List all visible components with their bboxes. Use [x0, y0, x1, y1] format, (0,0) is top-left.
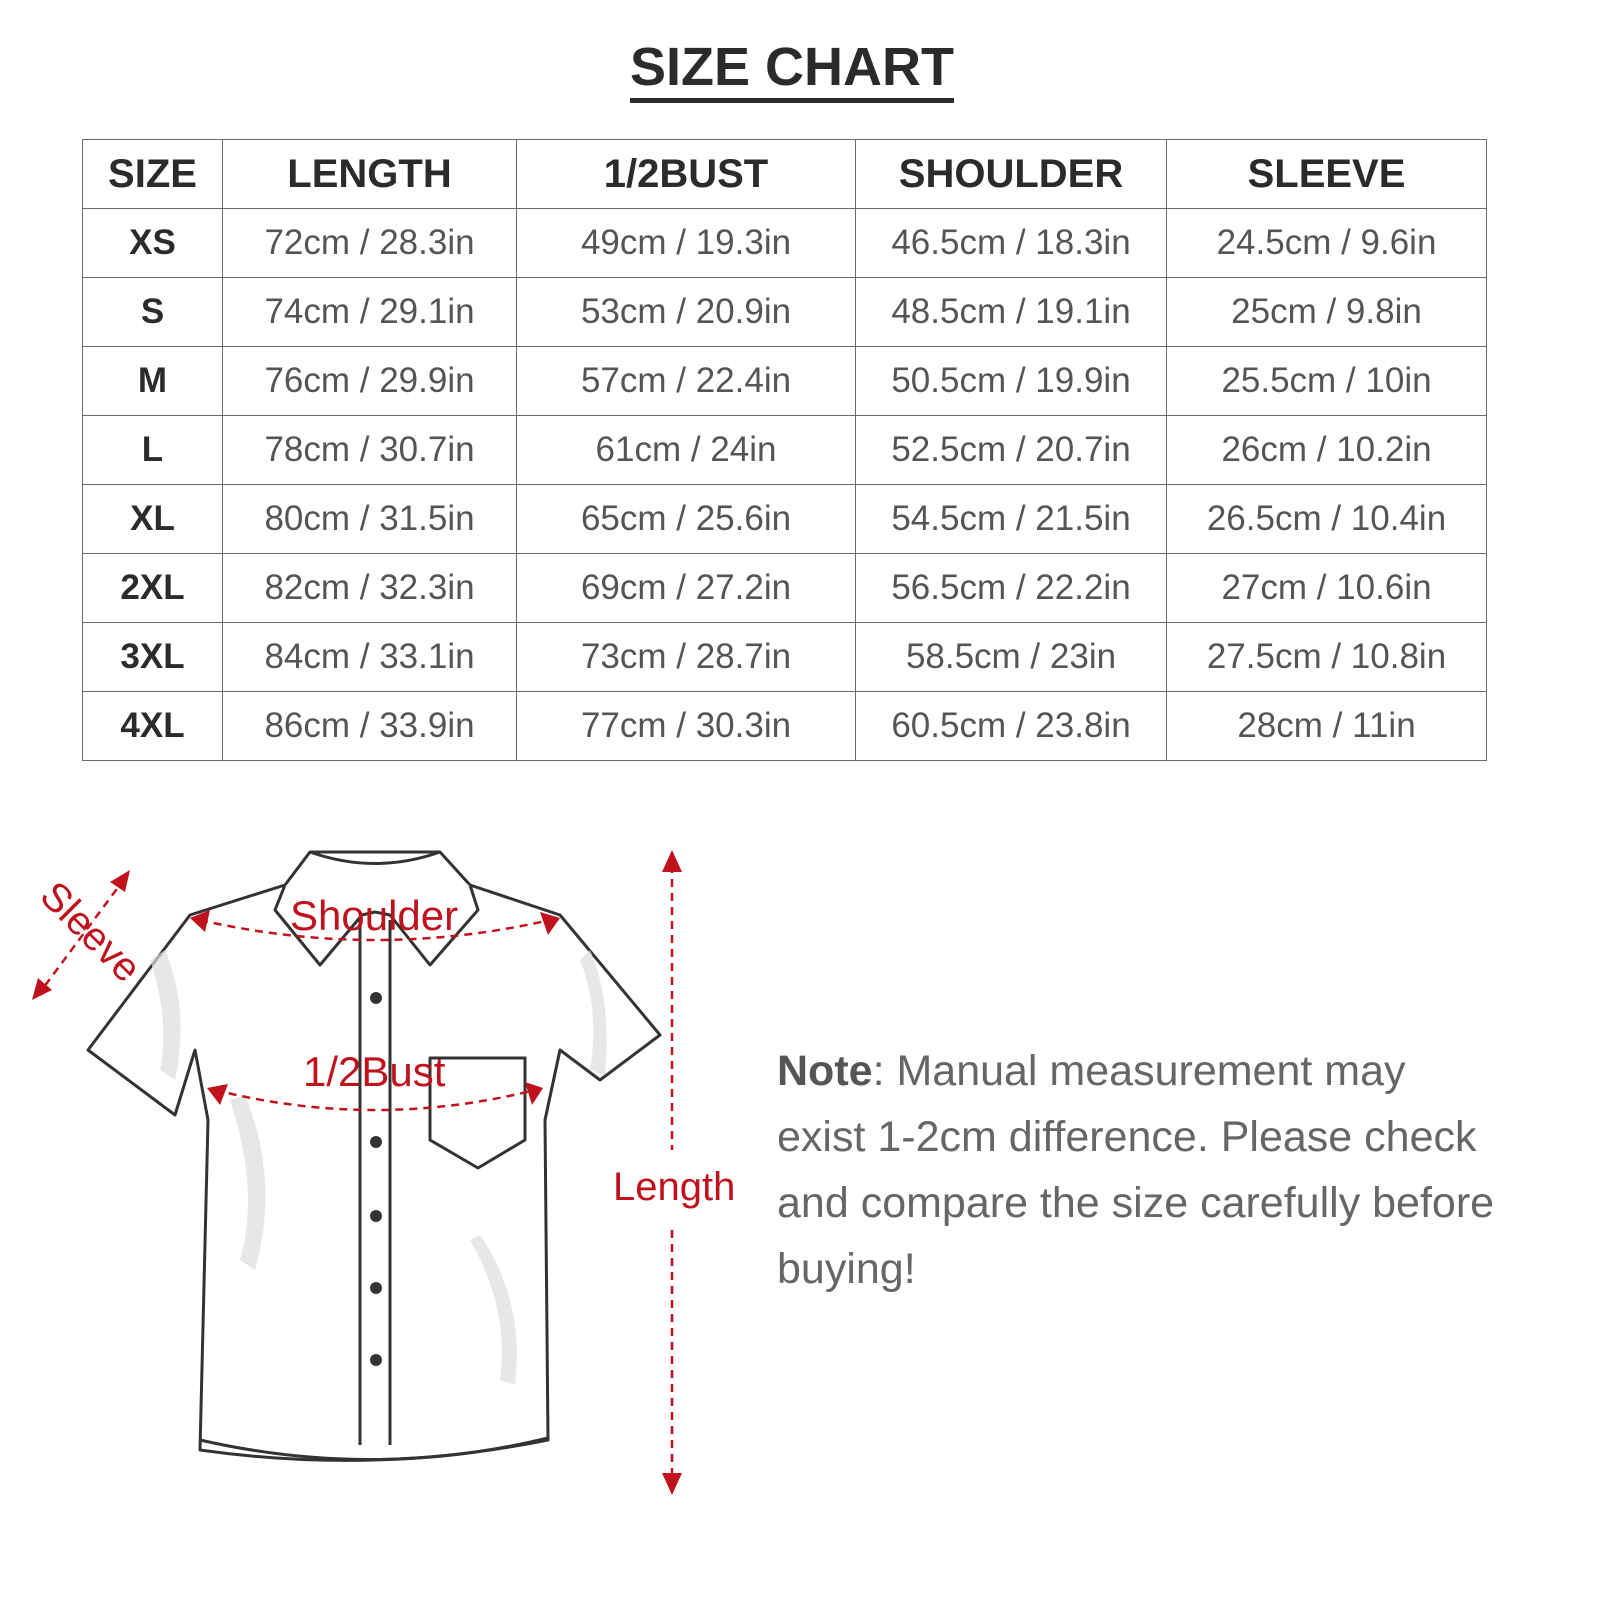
measurement-cell: 26cm / 10.2in [1166, 415, 1487, 485]
measurement-cell: 48.5cm / 19.1in [855, 277, 1167, 347]
column-header: 1/2BUST [516, 139, 856, 209]
measurement-cell: 69cm / 27.2in [516, 553, 856, 623]
shirt-shading [150, 950, 607, 1385]
table-row: 4XL 86cm / 33.9in 77cm / 30.3in 60.5cm / 23… [82, 691, 1487, 761]
measurement-cell: 65cm / 25.6in [516, 484, 856, 554]
measurement-cell: 25cm / 9.8in [1166, 277, 1487, 347]
length-label: Length [613, 1165, 735, 1209]
measurement-cell: 56.5cm / 22.2in [855, 553, 1167, 623]
measurement-cell: 46.5cm / 18.3in [855, 208, 1167, 278]
note-text: : Manual measurement may exist 1-2cm dif… [777, 1047, 1495, 1293]
measurement-cell: 52.5cm / 20.7in [855, 415, 1167, 485]
measurement-cell: 25.5cm / 10in [1166, 346, 1487, 416]
measurement-cell: 58.5cm / 23in [855, 622, 1167, 692]
column-header: SLEEVE [1166, 139, 1487, 209]
table-row: 2XL 82cm / 32.3in 69cm / 27.2in 56.5cm / 22… [82, 553, 1487, 623]
measurement-cell: 76cm / 29.9in [222, 346, 517, 416]
measurement-cell: 26.5cm / 10.4in [1166, 484, 1487, 554]
table-row: S 74cm / 29.1in 53cm / 20.9in 48.5cm / 19.1… [82, 277, 1487, 347]
column-header: SHOULDER [855, 139, 1167, 209]
page-title: SIZE CHART [0, 36, 1584, 103]
measurement-cell: 50.5cm / 19.9in [855, 346, 1167, 416]
measure-lines [36, 865, 674, 1490]
measurement-cell: 27cm / 10.6in [1166, 553, 1487, 623]
size-cell: L [82, 415, 223, 485]
size-cell: 3XL [82, 622, 223, 692]
shirt-outline [86, 850, 662, 1462]
size-cell: XL [82, 484, 223, 554]
shirt-diagram: Shoulder 1/2Bust Length Sleeve [32, 850, 735, 1495]
measurement-cell: 54.5cm / 21.5in [855, 484, 1167, 554]
measurement-cell: 24.5cm / 9.6in [1166, 208, 1487, 278]
table-row: 3XL 84cm / 33.1in 73cm / 28.7in 58.5cm / 23… [82, 622, 1487, 692]
measurement-cell: 77cm / 30.3in [516, 691, 856, 761]
column-header: LENGTH [222, 139, 517, 209]
size-cell: S [82, 277, 223, 347]
size-table: SIZE LENGTH 1/2BUST SHOULDER SLEEVE XS 72cm /… [82, 139, 1487, 761]
table-row: XL 80cm / 31.5in 65cm / 25.6in 54.5cm / 21.… [82, 484, 1487, 554]
note-label: Note [777, 1047, 873, 1095]
measurement-cell: 72cm / 28.3in [222, 208, 517, 278]
measurement-cell: 73cm / 28.7in [516, 622, 856, 692]
size-cell: M [82, 346, 223, 416]
measurement-cell: 86cm / 33.9in [222, 691, 517, 761]
table-row: L 78cm / 30.7in 61cm / 24in 52.5cm / 20.7in… [82, 415, 1487, 485]
measurement-cell: 78cm / 30.7in [222, 415, 517, 485]
measurement-cell: 60.5cm / 23.8in [855, 691, 1167, 761]
table-row: M 76cm / 29.9in 57cm / 22.4in 50.5cm / 19.9… [82, 346, 1487, 416]
size-cell: 2XL [82, 553, 223, 623]
note: Note: Manual measurement may exist 1-2cm… [777, 1038, 1497, 1302]
table-header-row: SIZE LENGTH 1/2BUST SHOULDER SLEEVE [82, 139, 1487, 209]
measurement-cell: 61cm / 24in [516, 415, 856, 485]
sleeve-label: Sleeve [32, 873, 150, 991]
size-cell: XS [82, 208, 223, 278]
column-header: SIZE [82, 139, 223, 209]
measurement-cell: 80cm / 31.5in [222, 484, 517, 554]
measurement-cell: 28cm / 11in [1166, 691, 1487, 761]
bust-label: 1/2Bust [303, 1048, 446, 1095]
measurement-cell: 53cm / 20.9in [516, 277, 856, 347]
shoulder-label: Shoulder [290, 892, 458, 939]
size-cell: 4XL [82, 691, 223, 761]
table-row: XS 72cm / 28.3in 49cm / 19.3in 46.5cm / 18.… [82, 208, 1487, 278]
measurement-cell: 27.5cm / 10.8in [1166, 622, 1487, 692]
measurement-cell: 57cm / 22.4in [516, 346, 856, 416]
arrow-icons [32, 850, 682, 1495]
measurement-cell: 49cm / 19.3in [516, 208, 856, 278]
measurement-cell: 82cm / 32.3in [222, 553, 517, 623]
measurement-cell: 84cm / 33.1in [222, 622, 517, 692]
measurement-cell: 74cm / 29.1in [222, 277, 517, 347]
button-icons [370, 992, 382, 1366]
